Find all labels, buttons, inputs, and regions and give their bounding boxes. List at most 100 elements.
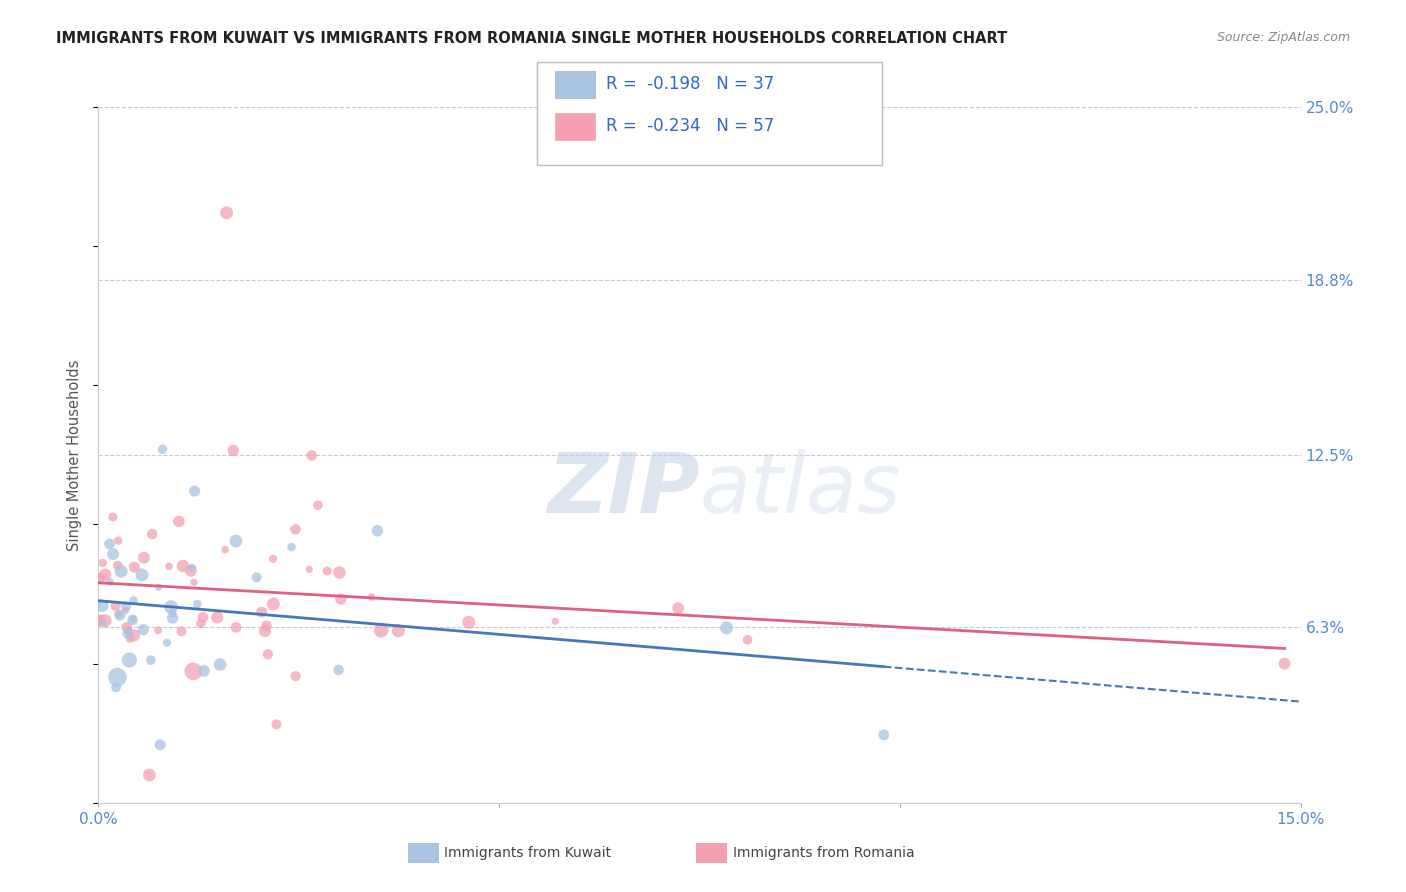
Text: Immigrants from Romania: Immigrants from Romania <box>733 846 914 860</box>
Point <box>370 624 392 638</box>
Point <box>132 550 155 565</box>
Point <box>366 524 388 538</box>
Point <box>214 542 236 557</box>
Point <box>181 560 204 574</box>
Point <box>207 610 229 624</box>
Point <box>262 551 284 566</box>
Point <box>253 624 276 638</box>
Point <box>209 657 232 672</box>
Point <box>257 648 280 662</box>
Point <box>183 575 205 590</box>
Text: R =  -0.198   N = 37: R = -0.198 N = 37 <box>606 75 775 93</box>
Point <box>170 624 193 639</box>
Point <box>115 599 138 614</box>
Point <box>301 449 323 463</box>
Point <box>181 665 204 679</box>
Point <box>160 600 183 615</box>
Point <box>101 547 124 561</box>
Point <box>215 206 238 220</box>
Point <box>246 570 269 584</box>
Point <box>124 560 146 574</box>
Point <box>132 623 155 637</box>
Point <box>360 590 382 604</box>
Point <box>716 621 738 635</box>
Point <box>183 484 205 499</box>
Point <box>114 603 136 617</box>
Point <box>122 593 145 607</box>
Point <box>193 664 215 678</box>
Point <box>1274 657 1296 671</box>
Point <box>148 580 170 594</box>
Point <box>225 534 247 549</box>
Point <box>307 498 329 512</box>
Point <box>162 611 184 625</box>
Point <box>98 537 121 551</box>
Point <box>250 605 273 619</box>
Point <box>121 613 143 627</box>
Point <box>737 632 759 647</box>
Point <box>91 556 114 570</box>
Point <box>141 527 163 541</box>
Point <box>316 564 339 578</box>
Point <box>873 728 896 742</box>
Point <box>104 599 127 613</box>
Text: atlas: atlas <box>700 450 901 530</box>
Point <box>256 618 278 632</box>
Point <box>180 564 202 578</box>
Point <box>162 606 184 620</box>
Text: R =  -0.234   N = 57: R = -0.234 N = 57 <box>606 117 775 135</box>
Point <box>266 717 288 731</box>
Point <box>222 443 245 458</box>
Point <box>544 615 567 629</box>
Point <box>262 597 284 611</box>
Point <box>94 567 117 582</box>
Point <box>91 616 114 631</box>
Point <box>105 681 128 695</box>
Point <box>328 663 350 677</box>
Point <box>91 599 114 613</box>
Point <box>118 653 141 667</box>
Point <box>117 626 139 640</box>
Point <box>457 615 479 630</box>
Point <box>146 624 169 638</box>
Point <box>280 540 302 554</box>
Point <box>94 614 117 628</box>
Point <box>107 558 129 573</box>
Point <box>115 620 138 634</box>
Point <box>149 738 172 752</box>
Point <box>329 592 352 607</box>
Text: ZIP: ZIP <box>547 450 700 530</box>
Point <box>122 628 145 642</box>
Point <box>186 597 208 611</box>
Point <box>284 522 307 536</box>
Point <box>156 636 179 650</box>
Point <box>101 510 124 524</box>
Point <box>89 614 111 628</box>
Point <box>138 768 160 782</box>
Point <box>328 566 350 580</box>
Text: IMMIGRANTS FROM KUWAIT VS IMMIGRANTS FROM ROMANIA SINGLE MOTHER HOUSEHOLDS CORRE: IMMIGRANTS FROM KUWAIT VS IMMIGRANTS FRO… <box>56 31 1008 46</box>
Text: Source: ZipAtlas.com: Source: ZipAtlas.com <box>1216 31 1350 45</box>
Point <box>107 607 129 621</box>
Point <box>107 533 129 548</box>
Point <box>298 562 321 576</box>
Point <box>157 559 180 574</box>
Point <box>105 670 128 684</box>
Point <box>108 608 131 623</box>
Point <box>225 620 247 634</box>
Text: Immigrants from Kuwait: Immigrants from Kuwait <box>444 846 612 860</box>
Point <box>190 616 212 631</box>
Point <box>139 653 162 667</box>
Point <box>666 601 689 615</box>
Point <box>110 564 132 578</box>
Point <box>172 559 194 574</box>
Point <box>191 610 214 624</box>
Point <box>387 624 409 638</box>
Point <box>98 574 121 589</box>
Point <box>120 632 142 646</box>
Point <box>118 624 141 639</box>
Point <box>167 514 190 528</box>
Point <box>122 611 145 625</box>
Point <box>284 669 307 683</box>
Point <box>131 568 153 582</box>
